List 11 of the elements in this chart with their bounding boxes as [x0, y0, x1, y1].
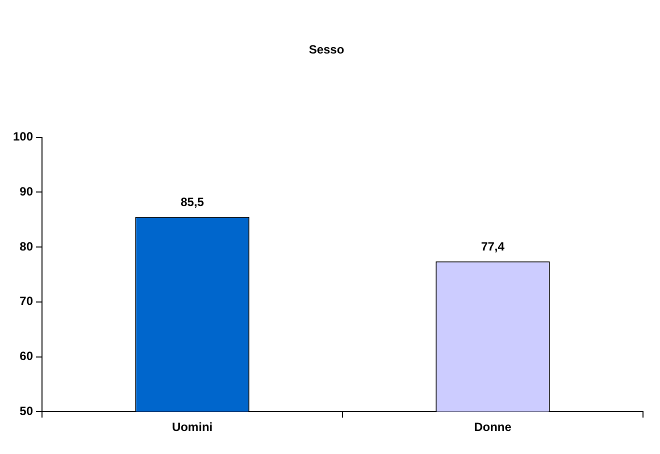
y-tick-label: 90	[20, 184, 34, 199]
y-tick-label: 70	[20, 294, 34, 308]
data-label: 77,4	[481, 240, 505, 254]
y-tick-label: 100	[12, 130, 34, 144]
data-label: 85,5	[180, 195, 204, 210]
y-tick-label: 60	[20, 349, 34, 364]
x-tick-label: Donne	[474, 420, 512, 434]
y-tick-label: 50	[20, 404, 34, 418]
y-tick-label: 80	[20, 239, 34, 254]
chart-title: Sesso	[308, 42, 344, 57]
x-tick-label: Uomini	[172, 420, 213, 434]
